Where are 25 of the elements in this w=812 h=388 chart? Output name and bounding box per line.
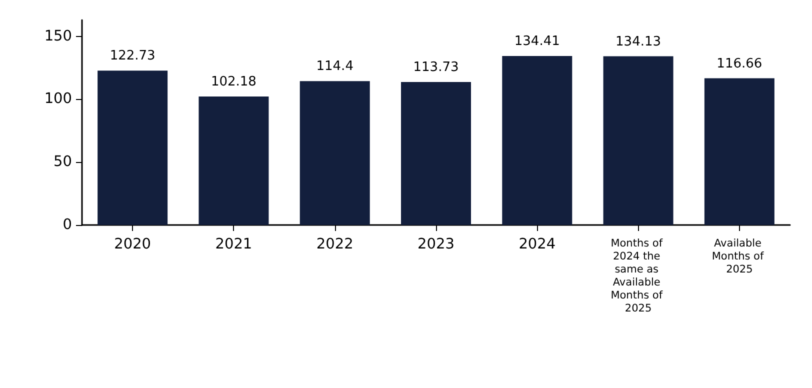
bar [401,82,471,225]
x-tick-label: 2022 [316,236,354,252]
y-tick-label: 0 [62,217,72,233]
x-tick-label: 2023 [418,236,454,252]
data-label: 116.66 [716,56,762,72]
y-tick-label: 100 [44,91,72,108]
data-label: 113.73 [413,60,459,75]
bar [98,70,168,225]
bar [198,96,269,225]
data-label: 122.73 [110,48,156,64]
bar [704,78,774,225]
x-tick-label: 2020 [114,236,152,252]
y-tick-label: 150 [44,28,72,44]
data-label: 102.18 [210,74,256,90]
y-tick-label: 50 [54,154,72,170]
x-tick-label: Available Months of 2025 [712,238,768,276]
x-tick-label: 2024 [518,236,556,252]
data-label: 114.4 [316,59,354,74]
data-label: 134.41 [514,34,560,49]
bar [603,56,674,225]
bar [502,56,572,225]
x-tick-label: 2021 [215,236,252,252]
x-tick-label: Months of 2024 the same as Available Months of 2025 [610,238,666,314]
data-label: 134.13 [616,34,662,50]
bar [300,81,370,225]
